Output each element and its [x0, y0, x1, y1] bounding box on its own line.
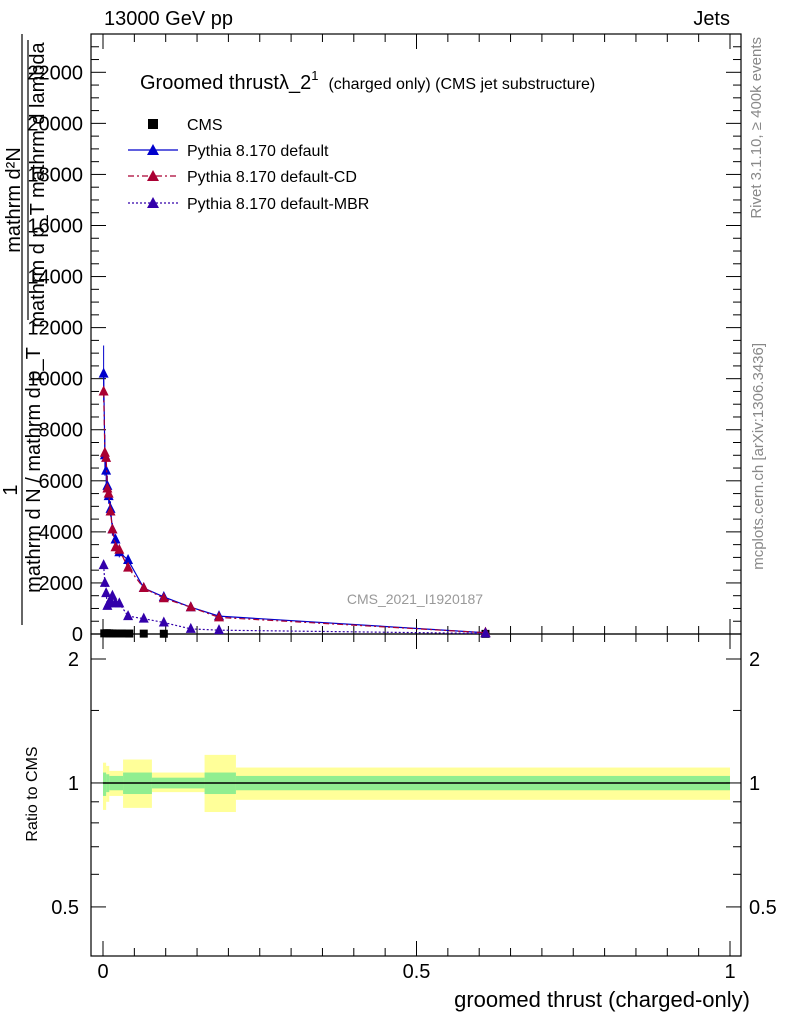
series-point-3: [138, 612, 149, 623]
ratio-y-tick-label-right-2: 2: [749, 649, 760, 671]
series-point-3: [185, 622, 196, 633]
series-point-3: [99, 576, 110, 587]
series-0: [100, 629, 490, 638]
series-2: [98, 385, 491, 637]
ratio-inner-band-0: [103, 772, 107, 796]
series-point-3: [480, 627, 491, 638]
series-point-2: [185, 601, 196, 612]
main-y-tick-label-8: 16000: [27, 215, 83, 237]
main-y-tick-label-2: 4000: [39, 522, 84, 544]
series-point-3: [123, 610, 134, 621]
series-point-2: [101, 451, 112, 462]
series-point-3: [213, 624, 224, 635]
series-point-2: [103, 487, 114, 498]
series-point-2: [158, 592, 169, 603]
main-y-axis-label: 1 mathrm d N / mathrm d p_T mathrm d²N m…: [0, 34, 49, 625]
main-y-ticks: 0 2000 4000 6000 8000 10000 12000 14000 16000 180…: [27, 33, 741, 646]
series-point-3: [114, 597, 125, 608]
series-layer: [98, 345, 491, 638]
main-y-tick-label-10: 20000: [27, 113, 83, 135]
ylabel-denominator: mathrm d N / mathrm d p_T: [23, 347, 45, 593]
series-point-2: [105, 505, 116, 516]
series-point-2: [102, 482, 113, 493]
x-tick-label-1: 0.5: [403, 961, 431, 983]
mcplots-reference-label: mcplots.cern.ch [arXiv:1306.3436]: [750, 343, 767, 570]
legend-cms-marker: [148, 119, 158, 129]
series-point-2: [114, 543, 125, 554]
series-point-2: [213, 611, 224, 622]
title-sub: (charged only) (CMS jet substructure): [328, 76, 595, 93]
main-y-tick-label-3: 6000: [39, 471, 84, 493]
main-y-tick-label-4: 8000: [39, 420, 84, 442]
ratio-y-ticks: 0.5 0.5 1 1 2 2: [51, 649, 777, 919]
legend-mbr-label: Pythia 8.170 default-MBR: [187, 196, 369, 213]
legend-cd-label: Pythia 8.170 default-CD: [187, 169, 357, 186]
ylabel-numerator-bottom: mathrm d p_T mathrm d lambda: [27, 41, 49, 327]
legend-default-label: Pythia 8.170 default: [187, 143, 329, 160]
main-y-tick-label-11: 22000: [27, 62, 83, 84]
series-point-2: [99, 446, 110, 457]
main-y-tick-label-5: 10000: [27, 369, 83, 391]
title-main: Groomed thrust: [140, 72, 279, 94]
series-point-2: [123, 561, 134, 572]
ratio-y-tick-label-2: 2: [68, 649, 79, 671]
legend-default-marker: [147, 144, 159, 155]
header-right: Jets: [693, 8, 730, 30]
title-sup: 1: [311, 68, 318, 83]
cms-data-point: [125, 629, 134, 638]
legend-cms-label: CMS: [187, 117, 223, 134]
series-point-3: [105, 594, 116, 605]
main-y-tick-label-6: 12000: [27, 318, 83, 340]
cms-data-point: [111, 629, 120, 638]
series-point-1: [98, 367, 109, 378]
ratio-y-tick-label-right-0: 0.5: [749, 897, 777, 919]
chart-title: Groomed thrustλ_21 (charged only) (CMS je…: [140, 68, 595, 94]
ratio-y-tick-label-right-1: 1: [749, 773, 760, 795]
x-tick-label-0: 0: [97, 961, 108, 983]
analysis-watermark: CMS_2021_I1920187: [347, 591, 483, 607]
series-point-1: [123, 553, 134, 564]
cms-data-point: [117, 629, 126, 638]
main-y-tick-label-9: 18000: [27, 164, 83, 186]
series-point-1: [110, 533, 121, 544]
rivet-version-label: Rivet 3.1.10, ≥ 400k events: [748, 37, 765, 219]
legend: CMS Pythia 8.170 default Pythia 8.170 de…: [128, 117, 369, 213]
series-point-3: [158, 616, 169, 627]
ylabel-numerator-top: mathrm d²N: [3, 147, 25, 253]
x-axis-label: groomed thrust (charged-only): [454, 987, 750, 1012]
title-lambda: λ_2: [279, 72, 311, 94]
series-point-3: [98, 559, 109, 570]
series-point-1: [101, 464, 112, 475]
ylabel-one: 1: [0, 484, 22, 495]
cms-data-point: [159, 629, 168, 638]
main-y-tick-label-1: 2000: [39, 573, 84, 595]
series-point-2: [107, 523, 118, 534]
ratio-y-axis-label: Ratio to CMS: [24, 746, 41, 841]
series-point-3: [107, 589, 118, 600]
x-tick-label-2: 1: [724, 961, 735, 983]
main-y-tick-label-7: 14000: [27, 267, 83, 289]
series-3: [98, 559, 491, 638]
main-y-tick-label-0: 0: [72, 624, 83, 646]
series-point-2: [138, 582, 149, 593]
cms-data-point: [139, 629, 148, 638]
x-ticks: 0 0.5 1: [97, 34, 736, 983]
series-point-2: [98, 385, 109, 396]
ratio-y-tick-label-0: 0.5: [51, 897, 79, 919]
ratio-y-tick-label-1: 1: [68, 773, 79, 795]
header-left: 13000 GeV pp: [104, 8, 233, 30]
legend-mbr-marker: [147, 197, 159, 208]
series-point-3: [101, 587, 112, 598]
legend-cd-marker: [147, 170, 159, 181]
